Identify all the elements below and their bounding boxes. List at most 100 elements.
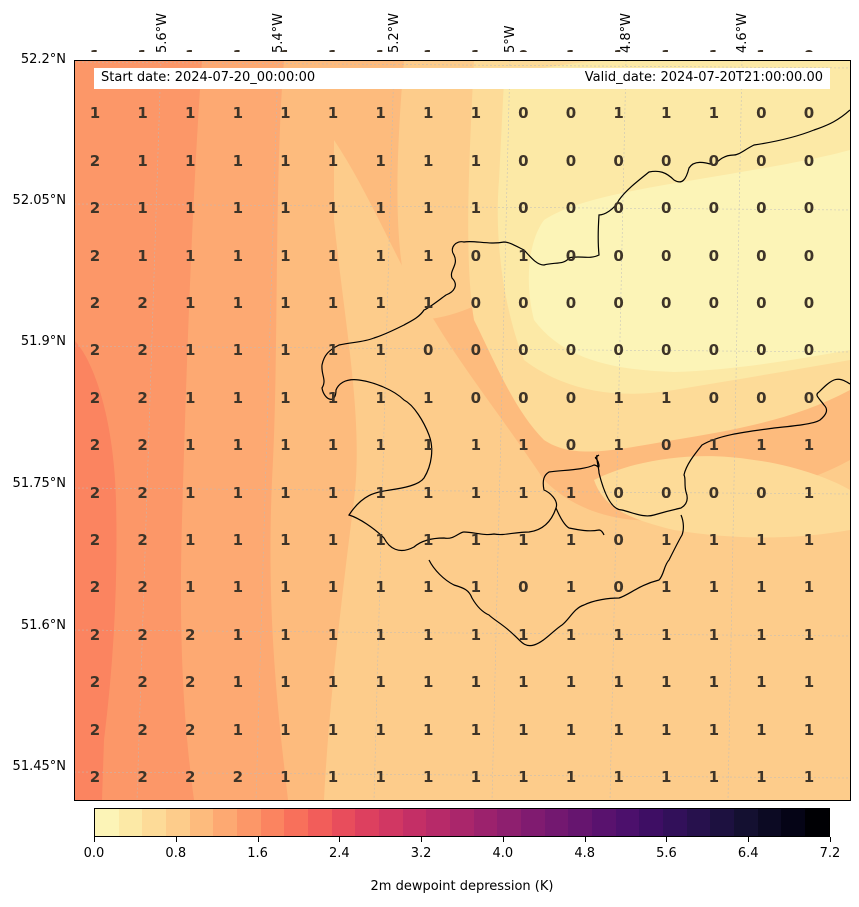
coastline-north xyxy=(321,109,850,551)
colorbar-swatch xyxy=(95,809,119,836)
grid-value: 1 xyxy=(280,436,291,455)
grid-value: 0 xyxy=(518,341,529,360)
grid-value: 0 xyxy=(708,151,720,170)
grid-value: 1 xyxy=(184,483,196,502)
grid-value: 0 xyxy=(565,151,577,170)
grid-value: 1 xyxy=(327,531,339,549)
grid-value: 1 xyxy=(803,436,815,455)
grid-value: 1 xyxy=(280,151,291,170)
grid-value: 1 xyxy=(137,104,148,123)
grid-value: 1 xyxy=(184,47,196,56)
grid-value: 2 xyxy=(137,768,148,786)
grid-value: 1 xyxy=(375,578,386,597)
grid-value: 0 xyxy=(756,104,767,123)
grid-value: 1 xyxy=(518,720,529,739)
grid-value: 1 xyxy=(565,768,577,786)
grid-value: 1 xyxy=(613,104,624,123)
grid-value: 2 xyxy=(89,341,101,360)
coastline-southwest xyxy=(428,514,684,647)
grid-value: 1 xyxy=(518,673,529,692)
grid-value: 1 xyxy=(756,47,767,56)
grid-value: 1 xyxy=(327,483,339,502)
grid-value: 1 xyxy=(280,341,291,360)
grid-value: 1 xyxy=(280,199,291,218)
grid-value: 2 xyxy=(89,625,101,644)
grid-value: 1 xyxy=(184,246,196,265)
grid-value: 1 xyxy=(613,768,624,786)
grid-value: 1 xyxy=(756,625,767,644)
grid-value: 1 xyxy=(565,483,577,502)
grid-value: 2 xyxy=(184,673,196,692)
grid-value: 1 xyxy=(422,47,434,56)
grid-value: 1 xyxy=(422,673,434,692)
grid-value: 0 xyxy=(565,436,577,455)
grid-value: 1 xyxy=(137,47,148,56)
grid-value: 2 xyxy=(89,199,101,218)
grid-value: 1 xyxy=(708,47,720,56)
grid-value: 1 xyxy=(184,294,196,312)
colorbar-swatch xyxy=(639,809,664,836)
grid-value: 0 xyxy=(518,104,529,123)
grid-value: 2 xyxy=(89,673,101,692)
grid-value: 1 xyxy=(232,673,244,692)
grid-value: 1 xyxy=(327,436,339,455)
latitude-label: 51.75°N xyxy=(12,476,66,491)
grid-value: 1 xyxy=(232,436,244,455)
grid-value: 0 xyxy=(660,246,672,265)
grid-value: 1 xyxy=(422,199,434,218)
grid-value: 1 xyxy=(708,578,720,597)
grid-value: 1 xyxy=(232,388,244,407)
grid-value: 1 xyxy=(660,578,672,597)
grid-value: 0 xyxy=(803,388,815,407)
colorbar-tick-label: 2.4 xyxy=(328,846,350,861)
grid-value: 1 xyxy=(518,768,529,786)
grid-value: 2 xyxy=(232,768,244,786)
grid-value: 2 xyxy=(137,625,148,644)
graticule xyxy=(74,60,850,800)
grid-value: 1 xyxy=(803,483,815,502)
grid-value: 2 xyxy=(137,531,148,549)
grid-value: 1 xyxy=(708,625,720,644)
grid-value: 1 xyxy=(280,47,291,56)
grid-value: 0 xyxy=(660,199,672,218)
colorbar-swatch xyxy=(331,809,356,836)
grid-value: 0 xyxy=(422,341,434,360)
grid-value: 0 xyxy=(803,104,815,123)
grid-value: 1 xyxy=(565,673,577,692)
grid-value: 1 xyxy=(565,625,577,644)
grid-value: 1 xyxy=(422,483,434,502)
colorbar-tick xyxy=(502,837,504,842)
grid-value: 0 xyxy=(470,294,482,312)
grid-value: 0 xyxy=(708,199,720,218)
grid-value: 1 xyxy=(708,673,720,692)
grid-value: 2 xyxy=(89,483,101,502)
date-info-box: Start date: 2024-07-20_00:00:00 Valid_da… xyxy=(94,68,830,89)
colorbar-swatch xyxy=(426,809,451,836)
grid-value: 1 xyxy=(803,578,815,597)
grid-value: 1 xyxy=(660,768,672,786)
grid-value: 0 xyxy=(565,388,577,407)
colorbar-swatch xyxy=(402,809,427,836)
colorbar-tick-label: 6.4 xyxy=(737,846,759,861)
colorbar-swatch xyxy=(710,809,735,836)
grid-value: 1 xyxy=(375,436,386,455)
grid-value: 1 xyxy=(470,625,482,644)
grid-value: 1 xyxy=(327,625,339,644)
grid-value: 1 xyxy=(422,531,434,549)
grid-value: 0 xyxy=(803,341,815,360)
colorbar-tick xyxy=(748,837,750,842)
colorbar-swatch xyxy=(379,809,403,836)
colorbar-tick-label: 0.8 xyxy=(165,846,187,861)
colorbar-swatch xyxy=(237,809,261,836)
colorbar-swatch xyxy=(521,809,545,836)
colorbar-swatch xyxy=(734,809,758,836)
grid-value: 0 xyxy=(518,294,529,312)
grid-value: 1 xyxy=(327,388,339,407)
colorbar xyxy=(94,808,830,837)
colorbar-swatch xyxy=(166,809,190,836)
grid-value: 1 xyxy=(708,436,720,455)
grid-value: 0 xyxy=(613,294,624,312)
grid-value: 0 xyxy=(470,388,482,407)
grid-value: 1 xyxy=(518,625,529,644)
grid-value: 1 xyxy=(375,625,386,644)
